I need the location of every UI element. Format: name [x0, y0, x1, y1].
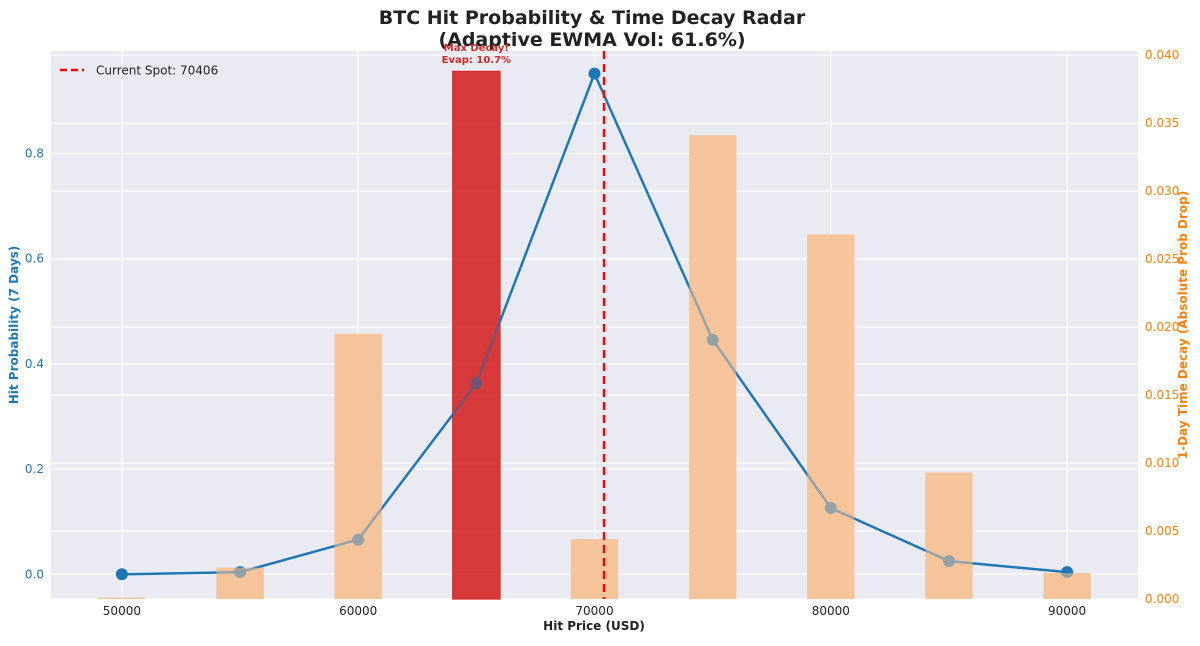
- y-right-tick-label: 0.000: [1145, 592, 1179, 606]
- decay-bar-max: [452, 70, 501, 600]
- x-tick-label: 70000: [575, 604, 613, 618]
- y-right-tick-label: 0.030: [1145, 184, 1179, 198]
- y-right-tick-label: 0.015: [1145, 388, 1179, 402]
- decay-bar-overlay: [334, 333, 382, 599]
- decay-bar-overlay: [925, 472, 973, 599]
- legend: Current Spot: 70406: [60, 64, 218, 78]
- y-right-tick-label: 0.010: [1145, 456, 1179, 470]
- y-left-axis-label: Hit Probability (7 Days): [7, 246, 21, 405]
- annotation-line1: Max Decay!: [444, 43, 509, 54]
- axis-ticks: 50000 60000 70000 80000 90000 0.0 0.2 0.4 0.6 0.8…: [25, 48, 1179, 618]
- annotation-line2: Evap: 10.7%: [442, 55, 511, 66]
- decay-bar-overlay: [98, 597, 146, 599]
- decay-bar-max-overlay: [452, 71, 500, 599]
- y-left-tick-label: 0.2: [25, 462, 44, 476]
- probability-point: [470, 377, 483, 390]
- probability-point: [588, 67, 601, 80]
- y-right-tick-label: 0.040: [1145, 48, 1179, 62]
- x-tick-label: 90000: [1048, 604, 1086, 618]
- x-tick-label: 80000: [812, 604, 850, 618]
- decay-bar-overlay: [570, 539, 619, 599]
- probability-point: [115, 568, 128, 581]
- chart-title-line2: (Adaptive EWMA Vol: 61.6%): [438, 29, 745, 51]
- y-left-tick-label: 0.0: [25, 567, 44, 581]
- probability-line: [98, 67, 1091, 600]
- y-left-tick-label: 0.4: [25, 357, 44, 371]
- decay-bar-overlay: [216, 567, 264, 599]
- chart-title-line1: BTC Hit Probability & Time Decay Radar: [379, 7, 806, 29]
- y-right-tick-label: 0.035: [1145, 116, 1179, 130]
- x-tick-label: 60000: [339, 604, 377, 618]
- decay-bar-overlay: [807, 234, 855, 600]
- y-right-tick-label: 0.025: [1145, 252, 1179, 266]
- y-right-tick-label: 0.005: [1145, 524, 1179, 538]
- decay-bar-overlay: [1043, 573, 1091, 599]
- y-right-tick-label: 0.020: [1145, 320, 1179, 334]
- decay-bar-overlay: [689, 135, 737, 600]
- x-tick-label: 50000: [103, 604, 141, 618]
- max-decay-annotation: Max Decay! Evap: 10.7%: [442, 43, 511, 66]
- y-left-tick-label: 0.6: [25, 252, 44, 266]
- x-axis-label: Hit Price (USD): [543, 619, 645, 633]
- y-right-axis-label: 1-Day Time Decay (Absolute Prob Drop): [1176, 191, 1190, 459]
- legend-spot-label: Current Spot: 70406: [96, 64, 218, 78]
- y-left-tick-label: 0.8: [25, 147, 44, 161]
